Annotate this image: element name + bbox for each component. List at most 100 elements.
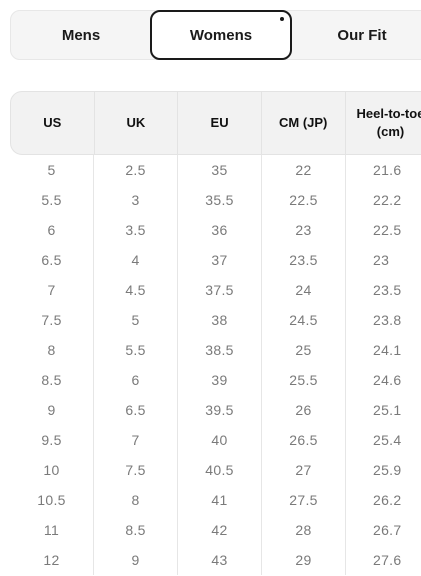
- header-heel-line1: Heel-to-toe: [356, 106, 421, 121]
- cell-heel-to-toe: 27.6: [373, 552, 402, 568]
- tab-womens[interactable]: Womens: [150, 10, 292, 60]
- cell-us: 10.5: [10, 485, 94, 515]
- tab-womens-label: Womens: [189, 26, 253, 44]
- cell-eu: 38.5: [178, 335, 262, 365]
- cell-eu: 38: [178, 305, 262, 335]
- header-cm-jp: CM (JP): [262, 92, 346, 154]
- cell-cm-jp: 24: [262, 275, 346, 305]
- cell-us: 5: [10, 155, 94, 185]
- tab-mens[interactable]: Mens: [11, 10, 151, 60]
- cell-cm-jp: 23.5: [262, 245, 346, 275]
- cell-us: 8: [10, 335, 94, 365]
- cell-us: 6: [10, 215, 94, 245]
- cell-uk: 7: [94, 425, 178, 455]
- table-row: 11 8.5 42 28 26.7: [10, 515, 421, 545]
- cell-us: 5.5: [10, 185, 94, 215]
- cell-heel-to-toe: 24.6: [373, 372, 402, 388]
- cell-cm-jp: 27: [262, 455, 346, 485]
- header-heel-line2: (cm): [376, 124, 405, 139]
- cell-cm-jp: 27.5: [262, 485, 346, 515]
- table-row: 9 6.5 39.5 26 25.1: [10, 395, 421, 425]
- cell-heel-to-toe: 25.1: [373, 402, 402, 418]
- cell-heel-to-toe: 21.6: [373, 162, 402, 178]
- cell-eu: 36: [178, 215, 262, 245]
- cell-eu: 37: [178, 245, 262, 275]
- cell-us: 9: [10, 395, 94, 425]
- header-eu: EU: [178, 92, 262, 154]
- cell-heel-to-toe: 25.9: [373, 462, 402, 478]
- tab-our-fit-label: Our Fit: [337, 26, 387, 44]
- cell-eu: 40: [178, 425, 262, 455]
- cell-cm-jp: 28: [262, 515, 346, 545]
- cell-heel-to-toe: 22.2: [373, 192, 402, 208]
- table-row: 5 2.5 35 22 21.6: [10, 155, 421, 185]
- cell-us: 9.5: [10, 425, 94, 455]
- cell-uk: 6.5: [94, 395, 178, 425]
- cell-us: 11: [10, 515, 94, 545]
- cell-uk: 4: [94, 245, 178, 275]
- cell-uk: 3: [94, 185, 178, 215]
- cell-eu: 42: [178, 515, 262, 545]
- size-tabs: Mens Womens Our Fit: [10, 10, 421, 60]
- cell-uk: 2.5: [94, 155, 178, 185]
- cell-heel-to-toe: 23: [373, 252, 390, 268]
- table-row: 12 9 43 29 27.6: [10, 545, 421, 575]
- table-header: US UK EU CM (JP) Heel-to-toe (cm): [10, 91, 421, 155]
- cell-us: 12: [10, 545, 94, 575]
- size-table: US UK EU CM (JP) Heel-to-toe (cm) 5 2.5 35…: [10, 91, 421, 575]
- cell-heel-to-toe: 26.7: [373, 522, 402, 538]
- cell-eu: 41: [178, 485, 262, 515]
- cell-uk: 7.5: [94, 455, 178, 485]
- table-row: 6 3.5 36 23 22.5: [10, 215, 421, 245]
- tab-our-fit[interactable]: Our Fit: [292, 10, 421, 60]
- table-row: 8.5 6 39 25.5 24.6: [10, 365, 421, 395]
- tab-mens-label: Mens: [61, 26, 101, 44]
- table-row: 10 7.5 40.5 27 25.9: [10, 455, 421, 485]
- table-row: 7.5 5 38 24.5 23.8: [10, 305, 421, 335]
- cell-heel-to-toe: 25.4: [373, 432, 402, 448]
- cell-uk: 8: [94, 485, 178, 515]
- cell-heel-to-toe: 23.8: [373, 312, 402, 328]
- header-uk: UK: [95, 92, 179, 154]
- cell-cm-jp: 29: [262, 545, 346, 575]
- cell-cm-jp: 26.5: [262, 425, 346, 455]
- cell-heel-to-toe: 23.5: [373, 282, 402, 298]
- cell-eu: 39.5: [178, 395, 262, 425]
- cell-heel-to-toe: 26.2: [373, 492, 402, 508]
- cell-us: 7.5: [10, 305, 94, 335]
- table-row: 6.5 4 37 23.5 23: [10, 245, 421, 275]
- cell-uk: 9: [94, 545, 178, 575]
- table-body: 5 2.5 35 22 21.6 5.5 3 35.5 22.5 22.2 6 3.5 36 23 22.5…: [10, 155, 421, 575]
- cell-cm-jp: 23: [262, 215, 346, 245]
- table-row: 7 4.5 37.5 24 23.5: [10, 275, 421, 305]
- cell-cm-jp: 22: [262, 155, 346, 185]
- cell-us: 10: [10, 455, 94, 485]
- cell-us: 8.5: [10, 365, 94, 395]
- cell-cm-jp: 22.5: [262, 185, 346, 215]
- header-heel-to-toe: Heel-to-toe (cm): [346, 92, 421, 154]
- cell-cm-jp: 24.5: [262, 305, 346, 335]
- table-row: 5.5 3 35.5 22.5 22.2: [10, 185, 421, 215]
- cell-eu: 40.5: [178, 455, 262, 485]
- cell-cm-jp: 25: [262, 335, 346, 365]
- cell-eu: 35: [178, 155, 262, 185]
- cell-uk: 3.5: [94, 215, 178, 245]
- cell-uk: 6: [94, 365, 178, 395]
- cell-cm-jp: 26: [262, 395, 346, 425]
- cell-uk: 5: [94, 305, 178, 335]
- cell-us: 6.5: [10, 245, 94, 275]
- header-us: US: [11, 92, 95, 154]
- cell-uk: 5.5: [94, 335, 178, 365]
- cell-eu: 43: [178, 545, 262, 575]
- cell-cm-jp: 25.5: [262, 365, 346, 395]
- table-row: 10.5 8 41 27.5 26.2: [10, 485, 421, 515]
- cell-eu: 37.5: [178, 275, 262, 305]
- cell-us: 7: [10, 275, 94, 305]
- cell-eu: 35.5: [178, 185, 262, 215]
- active-dot-icon: [280, 17, 284, 21]
- cell-heel-to-toe: 22.5: [373, 222, 402, 238]
- table-row: 8 5.5 38.5 25 24.1: [10, 335, 421, 365]
- cell-eu: 39: [178, 365, 262, 395]
- cell-uk: 8.5: [94, 515, 178, 545]
